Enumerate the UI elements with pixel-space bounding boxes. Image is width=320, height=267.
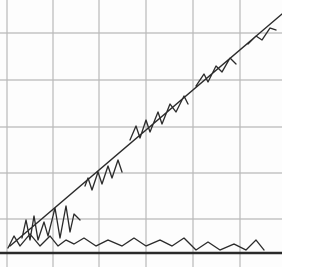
page bbox=[0, 0, 282, 267]
sketch bbox=[0, 0, 282, 267]
